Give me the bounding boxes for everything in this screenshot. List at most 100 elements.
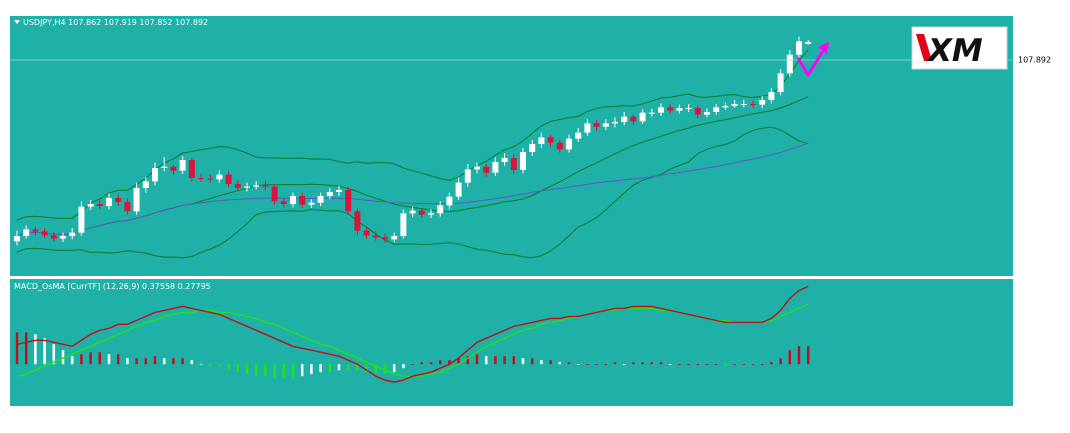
time-tick-label: 4 Mar 08:00	[731, 409, 779, 418]
price-tick-label: 108.135	[1020, 22, 1053, 31]
candle-body	[142, 181, 149, 188]
candle-body	[253, 185, 260, 187]
candle-body	[722, 106, 729, 108]
candle-body	[428, 213, 434, 215]
candle-body	[584, 123, 591, 133]
histogram-bar	[356, 364, 359, 371]
candle-body	[170, 166, 177, 171]
histogram-bar	[236, 364, 240, 373]
histogram-bar	[696, 364, 700, 365]
histogram-bar	[107, 354, 111, 365]
candle-body	[299, 196, 306, 205]
candle-body	[409, 210, 416, 214]
candle-body	[575, 132, 582, 139]
candle-body	[198, 178, 204, 179]
candle-body	[556, 142, 563, 150]
candle-body	[354, 211, 361, 231]
osma-histogram	[15, 332, 810, 379]
histogram-bar	[530, 358, 534, 365]
histogram-bar	[144, 358, 148, 365]
candle-body	[363, 230, 370, 236]
histogram-bar	[806, 346, 810, 365]
xm-logo-text: XM	[926, 33, 983, 69]
candle-body	[566, 138, 572, 150]
histogram-bar	[162, 358, 166, 365]
histogram-bar	[98, 352, 102, 365]
candle-body	[336, 190, 342, 192]
candle-body	[345, 190, 352, 212]
price-tick-label: 105.400	[1020, 204, 1053, 213]
candle-body	[786, 54, 793, 74]
candle-body	[188, 160, 195, 178]
histogram-bar	[374, 364, 378, 375]
macd-tick-label: -0.18974	[1020, 398, 1056, 407]
time-tick-label: 22 Feb 08:00	[321, 409, 373, 418]
price-tick-label: 106.770	[1020, 113, 1053, 122]
histogram-bar	[549, 360, 552, 365]
candle-body	[69, 232, 76, 236]
candle-body	[308, 202, 315, 205]
macd-tick-label: 0.00	[1020, 360, 1038, 369]
candle-body	[621, 116, 628, 122]
current-price-label: 107.892	[1018, 56, 1051, 65]
candle-body	[280, 201, 287, 204]
histogram-bar	[595, 364, 598, 365]
candle-body	[639, 112, 646, 122]
candle-body	[418, 210, 425, 215]
histogram-bar	[126, 358, 129, 365]
candle-body	[510, 158, 517, 170]
candle-body	[740, 104, 747, 105]
candle-body	[23, 229, 30, 236]
time-tick-label: 26 Feb 08:00	[526, 409, 578, 418]
time-tick-label: 24 Feb 08:00	[423, 409, 475, 418]
histogram-bar	[273, 364, 276, 379]
candle-body	[225, 174, 232, 184]
time-tick-label: 25 Feb 08:00	[475, 409, 527, 418]
candle-body	[658, 107, 664, 113]
histogram-bar	[494, 356, 497, 365]
histogram-bar	[24, 332, 28, 365]
candle-body	[667, 107, 674, 111]
histogram-bar	[659, 362, 663, 365]
histogram-bar	[622, 364, 626, 365]
macd-panel[interactable]	[10, 279, 1013, 406]
histogram-bar	[190, 360, 194, 365]
histogram-bar	[392, 364, 396, 373]
candle-body	[372, 235, 379, 238]
candle-body	[805, 42, 812, 44]
header-triangle-down-icon[interactable]	[14, 20, 20, 24]
histogram-bar	[291, 364, 295, 379]
current-price-marker: 107.892	[10, 54, 1051, 65]
candle-body	[777, 73, 784, 92]
moving-average-line	[16, 142, 809, 237]
histogram-bar	[172, 358, 175, 365]
histogram-bar	[512, 356, 516, 365]
candle-body	[731, 104, 738, 106]
candle-body	[529, 144, 536, 152]
price-panel[interactable]	[10, 16, 1013, 276]
histogram-bar	[411, 364, 414, 365]
price-tick-label: 106.310	[1020, 143, 1053, 152]
histogram-bar	[503, 356, 506, 365]
histogram-bar	[678, 364, 681, 365]
time-tick-label: 23 Feb 08:00	[372, 409, 424, 418]
histogram-bar	[181, 358, 184, 365]
histogram-bar	[558, 362, 562, 365]
histogram-bar	[438, 360, 442, 365]
candle-body	[391, 236, 398, 240]
histogram-bar	[300, 364, 304, 377]
histogram-bar	[521, 358, 525, 365]
forecast-arrow-path	[796, 45, 828, 77]
candle-body	[124, 202, 131, 212]
candle-body	[96, 204, 103, 206]
histogram-bar	[383, 364, 387, 375]
candle-body	[474, 166, 480, 170]
histogram-bar	[687, 364, 690, 365]
histogram-bar	[218, 364, 221, 367]
candle-body	[648, 112, 655, 114]
candle-body	[501, 158, 508, 162]
histogram-bar	[254, 364, 258, 377]
histogram-bar	[282, 364, 286, 379]
candle-body	[483, 166, 490, 173]
